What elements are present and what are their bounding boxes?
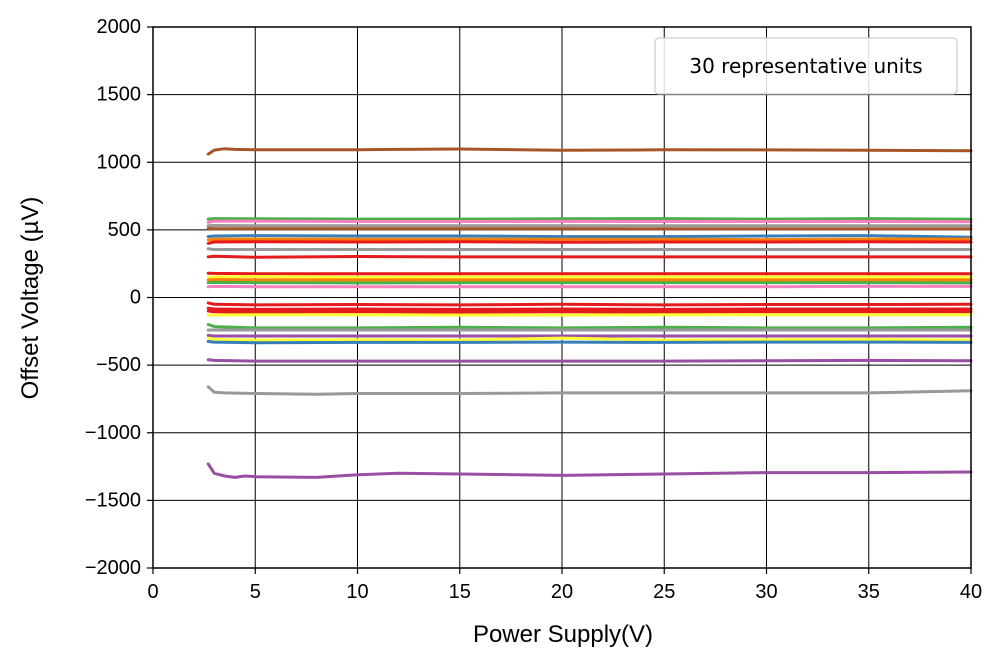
- series-line-unit-23: [206, 336, 973, 342]
- y-tick-label: −1500: [85, 489, 141, 511]
- series-line-unit-16: [206, 301, 973, 307]
- series-line-unit-20: [206, 323, 973, 330]
- series-line-unit-25: [206, 358, 973, 363]
- x-tick-label: 10: [346, 581, 368, 603]
- series-line-unit-22: [206, 333, 973, 338]
- series-line-unit-03: [206, 219, 973, 224]
- series-line-unit-02: [206, 217, 973, 221]
- grid-lines: [152, 26, 972, 569]
- series-line-unit-17: [206, 306, 973, 311]
- y-tick-label: 500: [108, 219, 141, 241]
- series-line-unit-01: [206, 147, 973, 156]
- y-axis-title: Offset Voltage (µV): [17, 197, 44, 400]
- series-line-unit-26: [206, 385, 973, 396]
- x-tick-label: 40: [960, 581, 982, 603]
- y-tick-label: −2000: [85, 557, 141, 579]
- x-tick-label: 15: [449, 581, 471, 603]
- y-tick-label: −500: [96, 354, 141, 376]
- x-tick-label: 25: [653, 581, 675, 603]
- series-line-unit-18: [206, 309, 973, 314]
- series-line-unit-14: [206, 280, 973, 285]
- y-tick-label: 1000: [97, 151, 142, 173]
- series-line-unit-07: [206, 237, 973, 242]
- series-line-unit-06: [206, 234, 973, 239]
- x-axis-title: Power Supply(V): [473, 621, 653, 648]
- series-lines: [206, 147, 973, 479]
- x-tick-label: 35: [858, 581, 880, 603]
- series-line-unit-09: [206, 247, 973, 251]
- series-line-unit-11: [206, 271, 973, 276]
- x-tick-label: 20: [551, 581, 573, 603]
- series-line-unit-08: [206, 240, 973, 245]
- y-tick-label: 2000: [97, 16, 142, 38]
- axis-ticks: 0 5 10 15 20 25 30 35 40 −2000 −1500 −1000 −500 0 500 1…: [85, 16, 982, 603]
- legend-box: [654, 37, 958, 95]
- y-tick-label: 0: [130, 287, 141, 309]
- series-line-unit-12: [206, 275, 973, 279]
- series-line-unit-27: [206, 462, 973, 479]
- series-line-unit-10: [206, 254, 973, 259]
- x-tick-label: 30: [755, 581, 777, 603]
- legend-text: 30 representative units: [689, 54, 922, 78]
- x-tick-label: 5: [250, 581, 261, 603]
- y-tick-label: −1000: [85, 422, 141, 444]
- legend: 30 representative units: [654, 37, 958, 95]
- x-tick-label: 0: [147, 581, 158, 603]
- y-tick-label: 1500: [97, 84, 142, 106]
- series-line-unit-24: [206, 340, 973, 345]
